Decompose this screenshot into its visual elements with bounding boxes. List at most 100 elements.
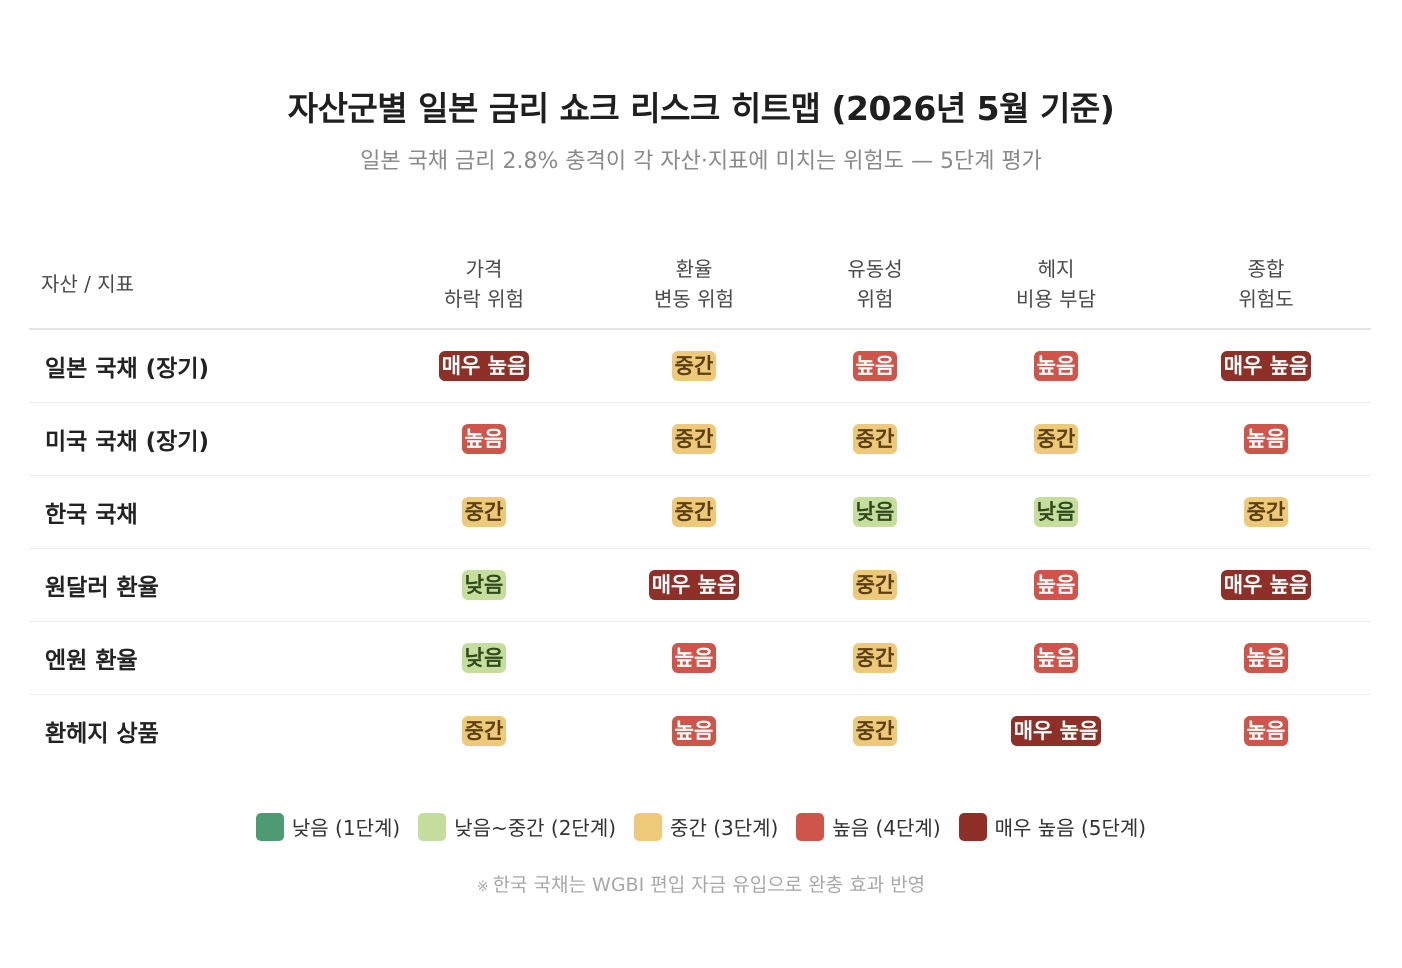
- row-label: 미국 국채 (장기): [29, 402, 379, 476]
- row-label: 원달러 환율: [29, 548, 379, 622]
- legend-label: 매우 높음 (5단계): [994, 816, 1147, 840]
- legend-label: 낮음~중간 (2단계): [454, 816, 617, 840]
- risk-level-badge: 높음: [461, 424, 507, 454]
- risk-level-badge: 높음: [1243, 716, 1289, 746]
- risk-level-badge: 매우 높음: [1220, 351, 1312, 381]
- heatmap-cell: 높음: [951, 621, 1161, 695]
- legend-swatch: [418, 812, 447, 841]
- heatmap-cell: 높음: [589, 695, 799, 768]
- heatmap-cell: 높음: [1161, 402, 1371, 476]
- risk-level-badge: 중간: [461, 497, 507, 527]
- heatmap-cell: 높음: [1161, 695, 1371, 768]
- risk-level-badge: 중간: [671, 424, 717, 454]
- row-label: 엔원 환율: [29, 621, 379, 695]
- heatmap-cell: 중간: [799, 621, 951, 695]
- column-header: 환율 변동 위험: [589, 240, 799, 330]
- heatmap-cell: 매우 높음: [1161, 329, 1371, 403]
- column-header-line: 위험도: [1238, 287, 1294, 311]
- heatmap-cell: 낮음: [951, 475, 1161, 549]
- risk-level-badge: 높음: [1243, 643, 1289, 673]
- risk-level-badge: 매우 높음: [438, 351, 530, 381]
- legend-item: 중간 (3단계): [634, 812, 778, 841]
- legend-swatch: [796, 812, 825, 841]
- heatmap-cell: 중간: [799, 402, 951, 476]
- legend-label: 중간 (3단계): [670, 816, 779, 840]
- risk-level-badge: 낮음: [852, 497, 898, 527]
- risk-level-badge: 중간: [852, 570, 898, 600]
- risk-level-badge: 중간: [1243, 497, 1289, 527]
- header-row: 자산 / 지표 가격 하락 위험 환율 변동 위험 유동성 위험 헤지 비용 부…: [29, 240, 1371, 330]
- column-header-line: 변동 위험: [654, 287, 734, 311]
- risk-level-badge: 매우 높음: [1220, 570, 1312, 600]
- heatmap-cell: 높음: [951, 548, 1161, 622]
- column-header-line: 하락 위험: [444, 287, 524, 311]
- risk-level-badge: 낮음: [1033, 497, 1079, 527]
- column-header: 유동성 위험: [799, 240, 951, 330]
- risk-level-badge: 중간: [852, 643, 898, 673]
- table-row: 엔원 환율 낮음 높음 중간 높음 높음: [29, 621, 1371, 695]
- table-row: 한국 국채 중간 중간 낮음 낮음 중간: [29, 475, 1371, 549]
- risk-level-badge: 중간: [852, 716, 898, 746]
- heatmap-cell: 낮음: [379, 548, 589, 622]
- row-label: 한국 국채: [29, 475, 379, 549]
- heatmap-cell: 중간: [799, 548, 951, 622]
- risk-level-badge: 높음: [671, 643, 717, 673]
- heatmap-body: 일본 국채 (장기) 매우 높음 중간 높음 높음 매우 높음 미국 국채 (장기) 높음 중간…: [29, 329, 1371, 767]
- heatmap-cell: 중간: [799, 695, 951, 768]
- risk-level-badge: 높음: [1243, 424, 1289, 454]
- risk-level-badge: 중간: [461, 716, 507, 746]
- corner-label: 자산 / 지표: [29, 240, 379, 330]
- chart-title: 자산군별 일본 금리 쇼크 리스크 히트맵 (2026년 5월 기준): [287, 89, 1115, 128]
- risk-level-badge: 높음: [852, 351, 898, 381]
- legend-item: 매우 높음 (5단계): [958, 812, 1147, 841]
- legend-swatch: [255, 812, 284, 841]
- table-row: 원달러 환율 낮음 매우 높음 중간 높음 매우 높음: [29, 548, 1371, 622]
- chart-subtitle: 일본 국채 금리 2.8% 충격이 각 자산·지표에 미치는 위험도 — 5단계…: [360, 149, 1042, 174]
- legend-label: 높음 (4단계): [832, 816, 941, 840]
- legend-swatch: [634, 812, 663, 841]
- column-header-line: 헤지: [1037, 257, 1075, 281]
- column-header-line: 가격: [465, 257, 503, 281]
- column-header: 헤지 비용 부담: [951, 240, 1161, 330]
- heatmap-cell: 낮음: [379, 621, 589, 695]
- legend-label: 낮음 (1단계): [291, 816, 401, 840]
- risk-level-badge: 중간: [852, 424, 898, 454]
- risk-level-badge: 매우 높음: [1010, 716, 1102, 746]
- legend-swatch: [958, 812, 987, 841]
- heatmap-cell: 매우 높음: [1161, 548, 1371, 622]
- risk-level-badge: 낮음: [461, 570, 507, 600]
- heatmap-cell: 중간: [589, 402, 799, 476]
- heatmap-cell: 중간: [379, 695, 589, 768]
- risk-level-badge: 높음: [1033, 643, 1079, 673]
- risk-heatmap-table: 자산 / 지표 가격 하락 위험 환율 변동 위험 유동성 위험 헤지 비용 부…: [29, 240, 1371, 767]
- risk-level-badge: 중간: [1033, 424, 1079, 454]
- column-header: 가격 하락 위험: [379, 240, 589, 330]
- risk-level-badge: 낮음: [461, 643, 507, 673]
- column-header-line: 비용 부담: [1016, 287, 1096, 311]
- heatmap-cell: 중간: [589, 475, 799, 549]
- footnote: ※ 한국 국채는 WGBI 편입 자금 유입으로 완충 효과 반영: [0, 870, 1402, 897]
- heatmap-cell: 높음: [951, 329, 1161, 403]
- risk-level-badge: 매우 높음: [648, 570, 740, 600]
- risk-level-badge: 높음: [671, 716, 717, 746]
- heatmap-cell: 낮음: [799, 475, 951, 549]
- risk-level-badge: 높음: [1033, 570, 1079, 600]
- legend-item: 낮음 (1단계): [255, 812, 401, 841]
- footnote-mark: ※: [476, 879, 489, 895]
- heatmap-cell: 높음: [799, 329, 951, 403]
- heatmap-cell: 중간: [379, 475, 589, 549]
- table-row: 환헤지 상품 중간 높음 중간 매우 높음 높음: [29, 695, 1371, 768]
- risk-level-badge: 중간: [671, 497, 717, 527]
- risk-level-badge: 높음: [1033, 351, 1079, 381]
- heatmap-cell: 높음: [589, 621, 799, 695]
- legend: 낮음 (1단계) 낮음~중간 (2단계) 중간 (3단계) 높음 (4단계) 매우 높음…: [0, 812, 1402, 841]
- legend-item: 낮음~중간 (2단계): [418, 812, 616, 841]
- heatmap-cell: 높음: [379, 402, 589, 476]
- table-row: 미국 국채 (장기) 높음 중간 중간 중간 높음: [29, 402, 1371, 476]
- table-row: 일본 국채 (장기) 매우 높음 중간 높음 높음 매우 높음: [29, 329, 1371, 403]
- column-header-line: 환율: [675, 257, 713, 281]
- legend-item: 높음 (4단계): [796, 812, 941, 841]
- heatmap-cell: 중간: [1161, 475, 1371, 549]
- risk-level-badge: 중간: [671, 351, 717, 381]
